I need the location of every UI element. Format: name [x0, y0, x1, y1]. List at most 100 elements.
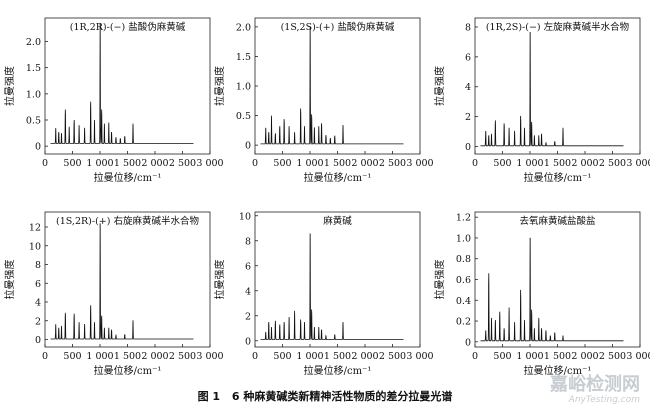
y-tick-label: 12 — [29, 223, 41, 234]
x-tick-label: 2 000 — [141, 351, 168, 362]
x-tick-label: 2 000 — [351, 351, 378, 362]
watermark-en: AnyTesting.com — [568, 395, 640, 405]
y-axis-label: 拉曼强度 — [3, 260, 16, 300]
x-tick-label: 500 — [63, 158, 81, 169]
y-tick-label: 1.0 — [236, 82, 251, 93]
y-tick-label: 8 — [35, 260, 41, 271]
y-tick-label: 0.5 — [26, 116, 41, 127]
chart-panel: 0 500 1 000 1 500 2 000 2 500 3 000 0 0.5 1.0 1.5 2… — [213, 17, 434, 184]
x-tick-label: 1 000 — [516, 158, 543, 169]
y-tick-label: 1.0 — [26, 89, 41, 100]
x-tick-label: 2 500 — [599, 158, 626, 169]
y-tick-label: 0 — [465, 337, 471, 348]
plot-frame — [44, 211, 211, 348]
y-axis-label: 拉曼强度 — [213, 260, 226, 300]
y-tick-label: 2.0 — [26, 37, 41, 48]
y-tick-label: 2 — [245, 311, 251, 322]
y-tick-label: 0.5 — [236, 111, 251, 122]
y-tick-label: 2 — [465, 112, 471, 123]
x-axis-label: 拉曼位移/cm⁻¹ — [94, 171, 162, 184]
y-tick-label: 1.5 — [236, 52, 251, 63]
chart-title: (1S,2R)-(+) 右旋麻黄碱半水合物 — [56, 215, 199, 227]
x-tick-label: 3 000 — [406, 158, 433, 169]
x-tick-label: 1 000 — [86, 158, 113, 169]
x-tick-label: 0 — [42, 158, 48, 169]
x-tick-label: 3 000 — [626, 158, 650, 169]
spectrum-line — [260, 27, 404, 145]
x-tick-label: 2 500 — [379, 158, 406, 169]
y-tick-label: 6 — [245, 261, 251, 272]
y-tick-label: 2 — [35, 316, 41, 327]
y-axis-label: 拉曼强度 — [433, 260, 446, 300]
chart-title: (1R,2R)-(−) 盐酸伪麻黄碱 — [70, 21, 186, 33]
x-tick-label: 3 000 — [196, 158, 223, 169]
y-axis-label: 拉曼强度 — [3, 66, 16, 106]
spectrum-line — [260, 233, 404, 340]
x-tick-label: 0 — [472, 351, 478, 362]
watermark-cn: 嘉峪检测网 — [550, 374, 640, 395]
chart-title: 麻黄碱 — [323, 215, 352, 227]
y-tick-label: 10 — [239, 211, 251, 222]
chart-title: 去氧麻黄碱盐酸盐 — [519, 215, 596, 227]
y-tick-label: 4 — [245, 286, 251, 297]
y-tick-label: 0 — [465, 142, 471, 153]
x-tick-label: 2 500 — [599, 351, 626, 362]
y-tick-label: 8 — [245, 236, 251, 247]
y-tick-label: 0 — [245, 336, 251, 347]
x-tick-label: 3 000 — [626, 351, 650, 362]
spectrum-line — [50, 23, 194, 144]
y-tick-label: 0 — [35, 335, 41, 346]
x-tick-label: 1 000 — [86, 351, 113, 362]
x-axis-label: 拉曼位移/cm⁻¹ — [304, 171, 372, 184]
x-tick-label: 1 000 — [296, 351, 323, 362]
x-tick-label: 3 000 — [406, 351, 433, 362]
figure-caption: 图 1 6 种麻黄碱类新精神活性物质的差分拉曼光谱 — [0, 388, 650, 404]
y-tick-label: 6 — [35, 279, 41, 290]
x-axis-label: 拉曼位移/cm⁻¹ — [94, 364, 162, 377]
x-tick-label: 2 500 — [169, 351, 196, 362]
plot-frame — [474, 17, 641, 155]
spectrum-line — [480, 32, 624, 147]
x-tick-label: 1 000 — [296, 158, 323, 169]
spectrum-line — [50, 223, 194, 340]
x-tick-label: 1 500 — [324, 351, 351, 362]
y-tick-label: 0 — [35, 142, 41, 153]
x-tick-label: 500 — [273, 351, 291, 362]
y-tick-label: 0.8 — [456, 254, 471, 265]
x-tick-label: 500 — [63, 351, 81, 362]
watermark: 嘉峪检测网 AnyTesting.com — [550, 376, 640, 405]
y-axis-label: 拉曼强度 — [213, 66, 226, 106]
x-tick-label: 1 000 — [516, 351, 543, 362]
x-tick-label: 1 500 — [544, 158, 571, 169]
x-tick-label: 1 500 — [324, 158, 351, 169]
x-tick-label: 1 500 — [114, 351, 141, 362]
y-tick-label: 10 — [29, 241, 41, 252]
y-tick-label: 0.2 — [456, 317, 471, 328]
x-tick-label: 2 500 — [379, 351, 406, 362]
y-tick-label: 4 — [465, 82, 471, 93]
x-tick-label: 500 — [493, 351, 511, 362]
x-tick-label: 1 500 — [544, 351, 571, 362]
x-axis-label: 拉曼位移/cm⁻¹ — [524, 364, 592, 377]
x-tick-label: 0 — [252, 158, 258, 169]
x-tick-label: 1 500 — [114, 158, 141, 169]
chart-title: (1R,2S)-(−) 左旋麻黄碱半水合物 — [486, 21, 630, 33]
chart-title: (1S,2S)-(+) 盐酸伪麻黄碱 — [281, 21, 395, 33]
caption-label: 图 1 — [197, 390, 221, 403]
x-tick-label: 2 000 — [351, 158, 378, 169]
y-axis-label: 拉曼强度 — [433, 66, 446, 106]
y-tick-label: 8 — [465, 22, 471, 33]
x-axis-label: 拉曼位移/cm⁻¹ — [304, 364, 372, 377]
x-tick-label: 500 — [493, 158, 511, 169]
x-tick-label: 0 — [472, 158, 478, 169]
x-tick-label: 2 000 — [141, 158, 168, 169]
x-tick-label: 3 000 — [196, 351, 223, 362]
x-tick-label: 500 — [273, 158, 291, 169]
y-tick-label: 0.6 — [456, 275, 471, 286]
y-tick-label: 6 — [465, 52, 471, 63]
x-tick-label: 0 — [252, 351, 258, 362]
x-tick-label: 0 — [42, 351, 48, 362]
